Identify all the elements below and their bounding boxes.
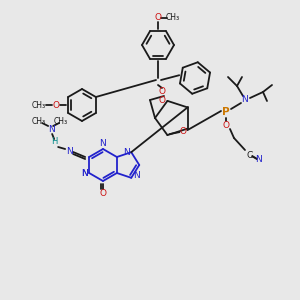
Text: N: N [81, 169, 88, 178]
Text: N: N [81, 169, 88, 178]
Text: CH₃: CH₃ [54, 118, 68, 127]
Text: N: N [133, 171, 140, 180]
Text: CH₃: CH₃ [32, 118, 46, 127]
Text: O: O [100, 188, 106, 197]
Text: N: N [123, 148, 130, 157]
Text: O: O [158, 88, 166, 97]
Text: N: N [48, 125, 55, 134]
Text: O: O [154, 14, 161, 22]
Text: N: N [256, 155, 262, 164]
Text: H: H [51, 137, 57, 146]
Text: O: O [52, 100, 59, 109]
Text: N: N [100, 139, 106, 148]
Text: CH₃: CH₃ [32, 100, 46, 109]
Text: O: O [159, 96, 166, 105]
Text: C: C [247, 151, 253, 160]
Text: O: O [223, 122, 230, 130]
Text: N: N [66, 148, 73, 157]
Text: N: N [242, 95, 248, 104]
Text: P: P [222, 107, 230, 117]
Text: O: O [180, 127, 187, 136]
Text: CH₃: CH₃ [166, 14, 180, 22]
